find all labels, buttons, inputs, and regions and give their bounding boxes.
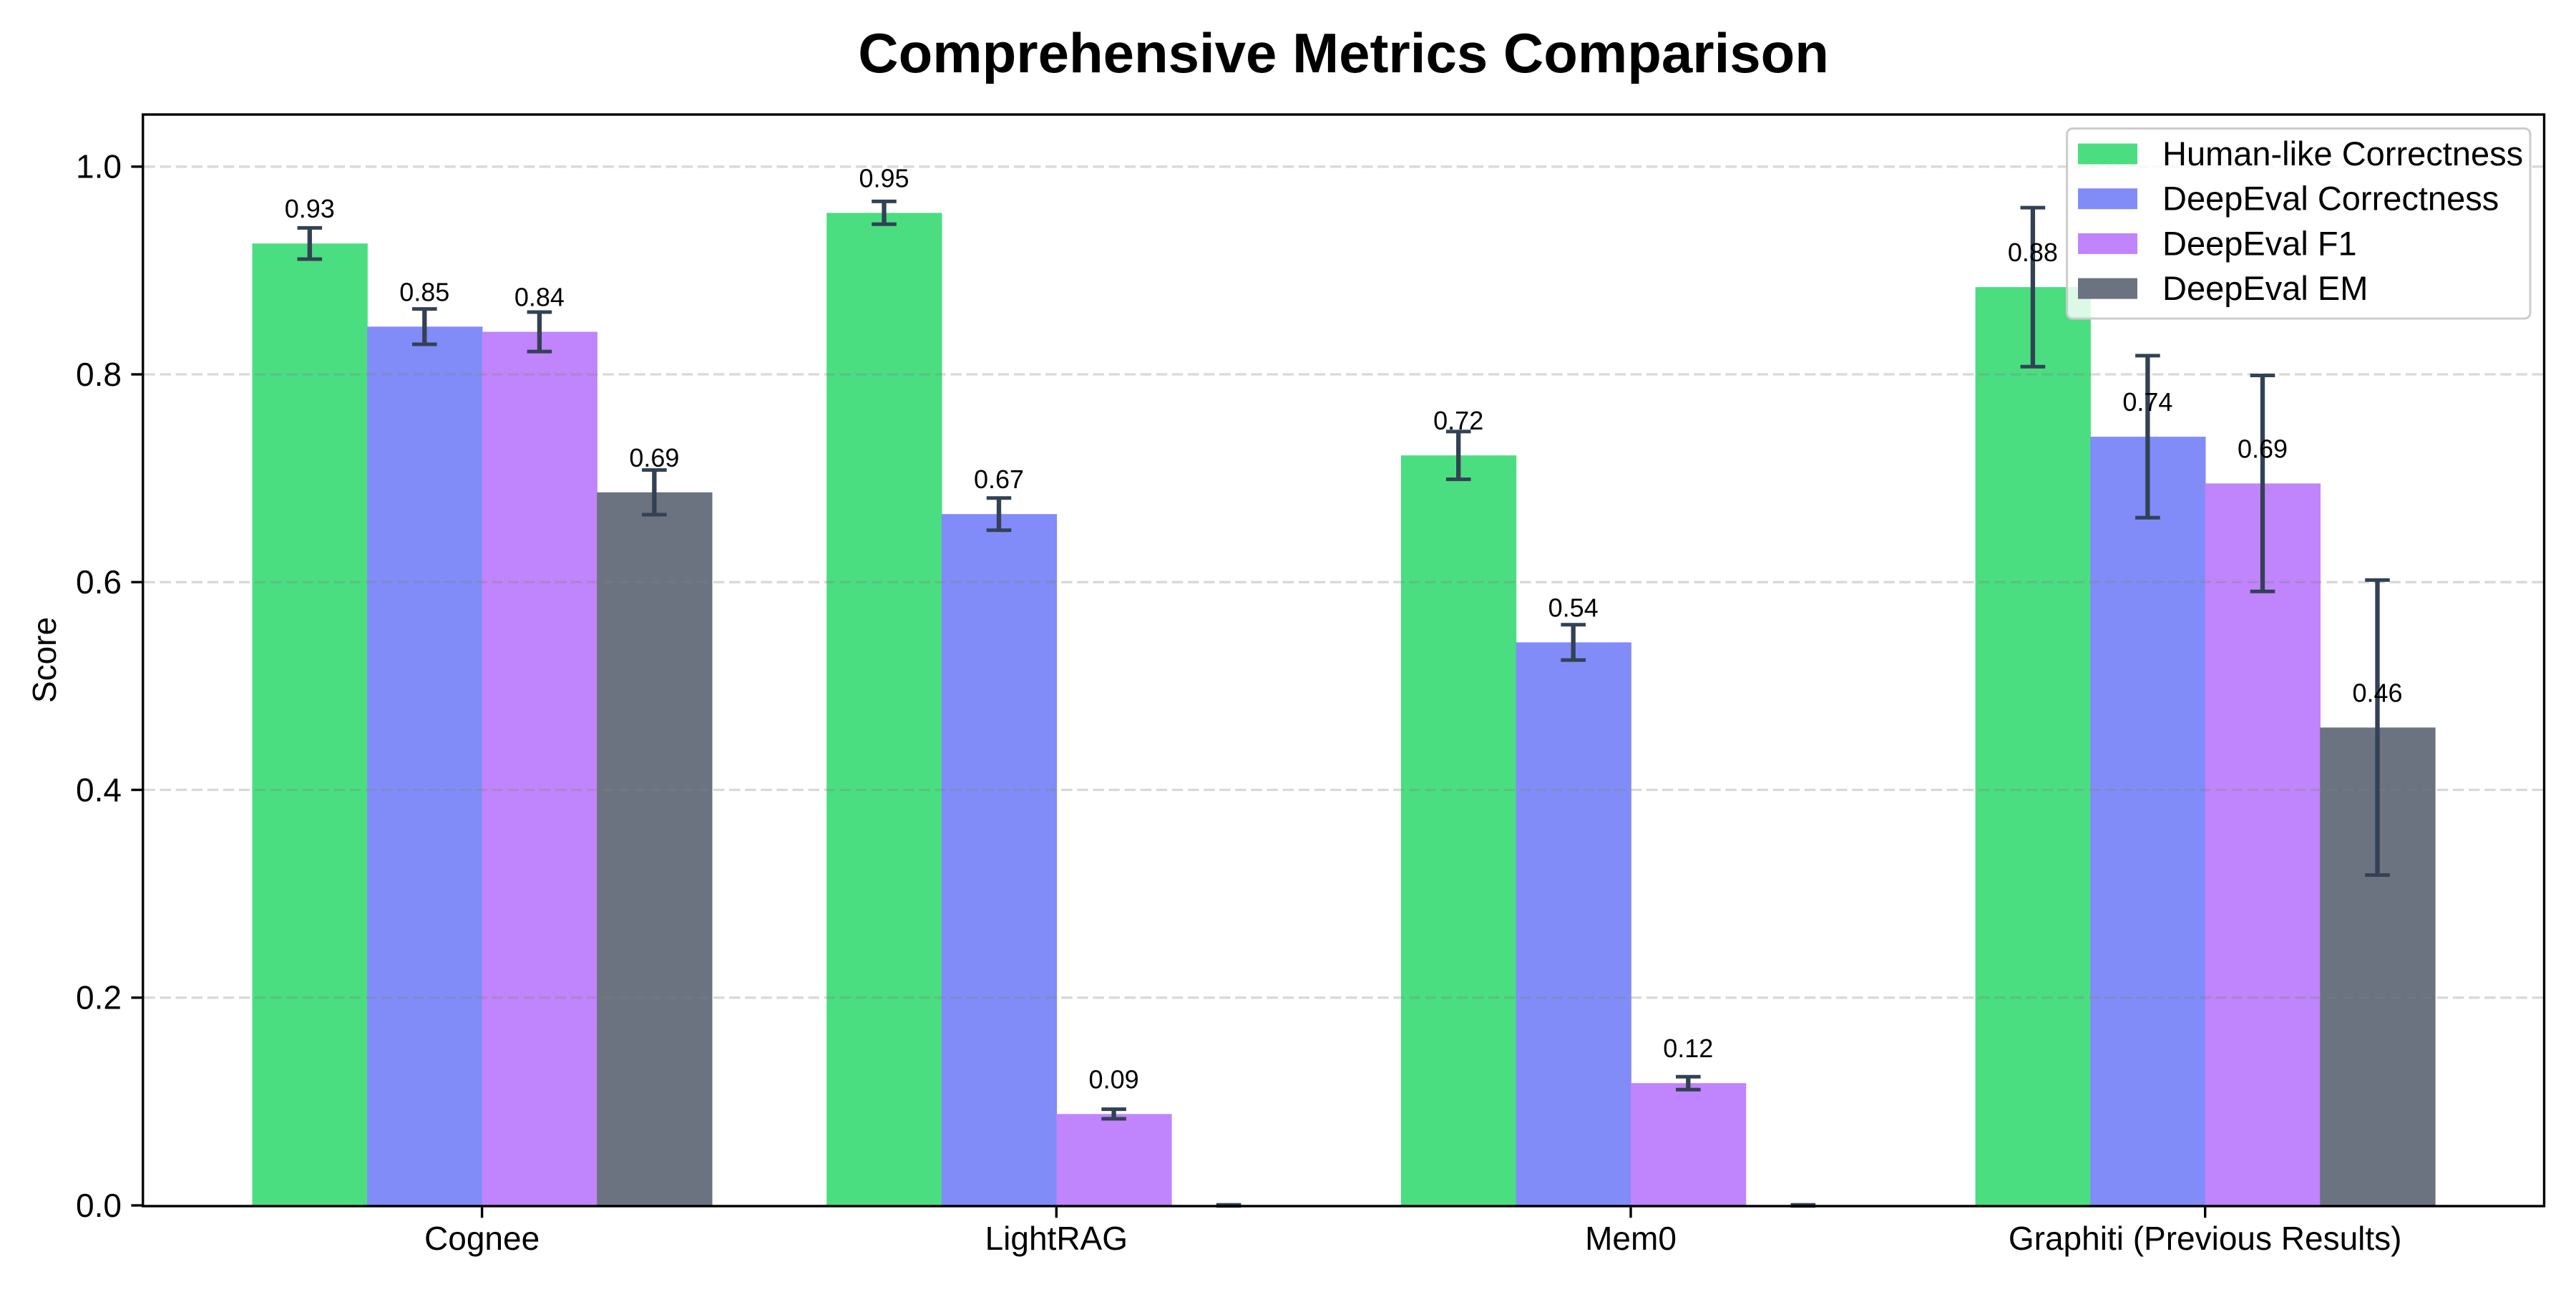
svg-text:0.74: 0.74 (2122, 387, 2172, 417)
svg-text:0.95: 0.95 (859, 163, 909, 193)
svg-text:0.4: 0.4 (76, 771, 122, 808)
svg-text:0.93: 0.93 (285, 194, 335, 223)
svg-text:0.46: 0.46 (2352, 678, 2402, 707)
svg-text:0.12: 0.12 (1663, 1034, 1713, 1063)
svg-text:DeepEval Correctness: DeepEval Correctness (2162, 180, 2499, 218)
svg-text:1.0: 1.0 (76, 148, 122, 185)
svg-text:0.69: 0.69 (2238, 434, 2288, 463)
svg-text:0.0: 0.0 (76, 1187, 122, 1224)
svg-text:0.72: 0.72 (1433, 406, 1483, 435)
svg-text:DeepEval F1: DeepEval F1 (2162, 224, 2357, 262)
svg-text:0.09: 0.09 (1089, 1064, 1139, 1094)
svg-text:LightRAG: LightRAG (985, 1220, 1128, 1257)
svg-text:0.85: 0.85 (399, 277, 449, 306)
svg-text:0.2: 0.2 (76, 979, 122, 1016)
svg-text:Comprehensive Metrics Comparis: Comprehensive Metrics Comparison (858, 21, 1829, 84)
svg-text:0.8: 0.8 (76, 356, 122, 393)
svg-text:Human-like Correctness: Human-like Correctness (2162, 135, 2523, 173)
svg-text:Mem0: Mem0 (1585, 1220, 1677, 1257)
svg-text:0.54: 0.54 (1548, 593, 1599, 622)
svg-text:0.88: 0.88 (2008, 238, 2058, 267)
svg-text:0.67: 0.67 (974, 465, 1024, 494)
svg-text:Score: Score (26, 617, 63, 703)
svg-text:Cognee: Cognee (424, 1220, 540, 1257)
svg-text:0.84: 0.84 (514, 283, 565, 312)
svg-text:Graphiti (Previous Results): Graphiti (Previous Results) (2009, 1220, 2402, 1257)
svg-text:0.6: 0.6 (76, 563, 122, 601)
svg-text:0.69: 0.69 (629, 443, 679, 472)
svg-text:DeepEval EM: DeepEval EM (2162, 269, 2368, 307)
